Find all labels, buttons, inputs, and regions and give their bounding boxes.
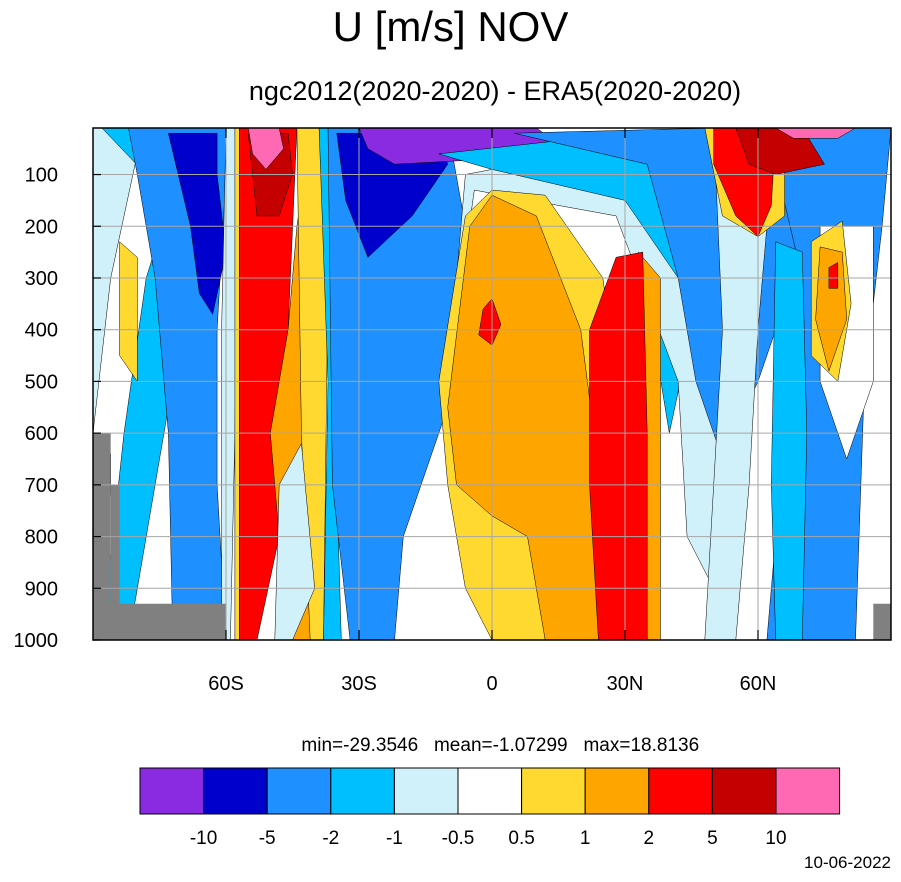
contour-region <box>828 262 839 289</box>
contour-region <box>771 241 808 640</box>
colorbar-label: -0.5 <box>442 828 475 849</box>
missing-data-mask <box>93 603 226 640</box>
stat-max: max=18.8136 <box>583 735 700 756</box>
stat-min: min=-29.3546 <box>301 735 419 756</box>
colorbar-label: 1 <box>580 828 591 849</box>
x-tick-label: 30S <box>341 673 377 695</box>
contour-region <box>478 298 502 346</box>
y-tick-label: 1000 <box>14 630 59 652</box>
plot-title: U [m/s] NOV <box>332 3 569 50</box>
x-tick-label: 60N <box>740 673 777 695</box>
x-tick-label: 0 <box>486 673 497 695</box>
colorbar-box <box>330 767 395 815</box>
colorbar-box <box>775 767 841 815</box>
colorbar-box <box>393 767 459 815</box>
colorbar-box <box>648 767 713 815</box>
y-tick-label: 100 <box>25 165 58 187</box>
colorbar-label: 2 <box>644 828 655 849</box>
colorbar-label: -5 <box>259 828 276 849</box>
gridlines <box>93 128 891 641</box>
y-tick-label: 800 <box>25 527 58 549</box>
contour-region <box>168 132 227 315</box>
y-tick-label: 300 <box>25 268 58 290</box>
colorbar-box <box>457 767 523 815</box>
y-tick-label: 600 <box>25 423 58 445</box>
colorbar-box <box>203 767 268 815</box>
y-tick-label: 900 <box>25 578 58 600</box>
stats-line: min=-29.3546 mean=-1.07299 max=18.8136 <box>0 710 901 758</box>
colorbar-label: -2 <box>322 828 339 849</box>
y-tick-label: 400 <box>25 320 58 342</box>
colorbar: -10 -5 -2 -1 -0.5 0.5 1 2 5 10 <box>139 767 841 849</box>
y-tick-label: 700 <box>25 475 58 497</box>
axes: 60S 30S 0 30N 60N 100 200 300 400 500 600 700 800 900… <box>14 128 777 695</box>
y-tick-label: 500 <box>25 371 58 393</box>
colorbar-box <box>584 767 650 815</box>
x-tick-label: 30N <box>607 673 644 695</box>
colorbar-label: 0.5 <box>508 828 534 849</box>
colorbar-label: 5 <box>707 828 718 849</box>
colorbar-label: -10 <box>190 828 217 849</box>
missing-data-mask <box>110 484 120 640</box>
contour-region <box>93 128 191 434</box>
y-tick-label: 200 <box>25 216 58 238</box>
plot-subtitle: ngc2012(2020-2020) - ERA5(2020-2020) <box>248 76 742 106</box>
stat-mean: mean=-1.07299 <box>433 735 568 756</box>
colorbar-label: 10 <box>765 828 786 849</box>
x-tick-label: 60S <box>208 673 244 695</box>
colorbar-box <box>711 767 777 815</box>
colorbar-label: -1 <box>386 828 403 849</box>
contour-region <box>274 442 315 640</box>
colorbar-box <box>266 767 332 815</box>
colorbar-box <box>139 767 205 815</box>
colorbar-box <box>521 767 586 815</box>
missing-data-mask <box>873 603 891 640</box>
contour-region <box>247 128 284 170</box>
contour-region <box>775 128 856 139</box>
contour-region <box>589 251 648 640</box>
date-stamp: 10-06-2022 <box>804 853 891 872</box>
